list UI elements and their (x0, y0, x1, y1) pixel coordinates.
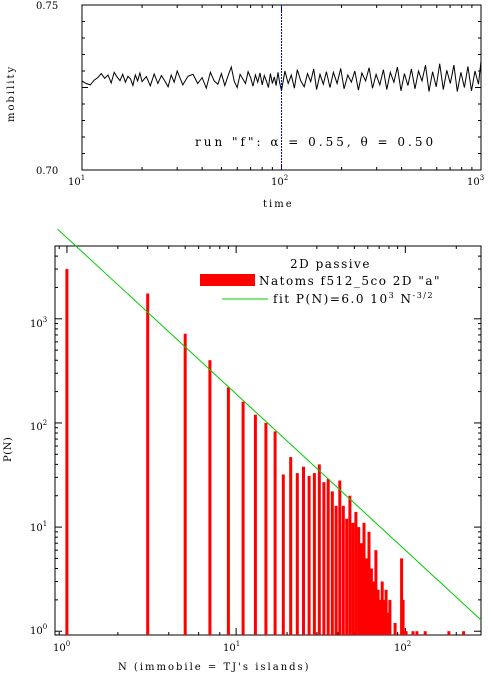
bottom-x-axis-label: N (immobile = TJ's islands) (118, 662, 311, 673)
bar (65, 269, 69, 635)
legend: 2D passive Natoms f512_5co 2D "a" fit P(… (200, 257, 441, 306)
bottom-ytick-label-3: 103 (30, 316, 47, 330)
bar (400, 558, 404, 635)
bottom-chart: 103 102 101 100 100 101 102 N (immobile … (3, 228, 482, 673)
bar (295, 473, 299, 635)
bar (338, 480, 342, 635)
bar (462, 631, 466, 635)
bar (359, 543, 363, 635)
bar (330, 491, 334, 635)
bar (183, 333, 187, 635)
bar (415, 631, 419, 635)
bar (423, 631, 427, 635)
bar (226, 387, 230, 635)
bottom-y-axis-label: P(N) (3, 437, 14, 462)
legend-fit-label: fit P(N)=6.0 103 N-3/2 (273, 291, 434, 306)
bottom-bars (65, 269, 466, 635)
bar (369, 568, 373, 635)
bar (281, 474, 285, 635)
bar (382, 599, 386, 635)
bar (341, 505, 345, 635)
top-series-line (81, 61, 482, 92)
bottom-xtick-label-0: 100 (53, 640, 70, 654)
bar (372, 581, 376, 635)
fit-line (57, 228, 482, 621)
bar (362, 522, 366, 635)
bar (376, 589, 380, 635)
bar (378, 599, 382, 635)
bar (374, 550, 378, 635)
legend-bar-label: Natoms f512_5co 2D "a" (259, 274, 441, 288)
bar (326, 478, 330, 635)
bottom-ytick-label-0: 100 (30, 623, 47, 637)
bottom-y-ticks (55, 245, 481, 632)
top-y-ticks (82, 4, 481, 171)
bar (312, 473, 316, 635)
bar (241, 401, 245, 635)
legend-bar-swatch (200, 274, 255, 286)
top-x-axis-label: time (263, 199, 294, 210)
bar (367, 531, 371, 635)
legend-title: 2D passive (290, 257, 371, 271)
bar (380, 581, 384, 635)
bar (357, 527, 361, 635)
bar (351, 522, 355, 635)
bottom-ytick-label-2: 102 (30, 419, 47, 433)
bar (348, 495, 352, 635)
top-xtick-label-2: 102 (271, 174, 288, 188)
bar (289, 457, 293, 635)
bar (393, 623, 397, 635)
top-ytick-label-high: 0.75 (36, 1, 58, 12)
bottom-xtick-label-2: 102 (394, 640, 411, 654)
bar (317, 464, 321, 635)
bar (404, 631, 408, 635)
top-ytick-label-low: 0.70 (36, 166, 58, 177)
bar (354, 511, 358, 635)
bar (388, 599, 392, 635)
top-y-axis-label: mobility (6, 65, 17, 122)
bar (208, 360, 212, 635)
bar (253, 414, 257, 635)
bottom-xtick-label-1: 101 (223, 640, 240, 654)
bar (401, 599, 405, 635)
bar (264, 422, 268, 635)
bar (146, 293, 150, 635)
bar (334, 505, 338, 635)
top-xtick-label-3: 103 (467, 174, 484, 188)
bar (447, 631, 451, 635)
bottom-ytick-label-1: 101 (30, 520, 47, 534)
bar (384, 589, 388, 635)
top-chart: 0.75 0.70 101 102 103 time mobility run … (6, 1, 484, 210)
bar (411, 631, 415, 635)
bottom-plot-frame (54, 245, 482, 636)
top-annotation: run "f": α = 0.55, θ = 0.50 (195, 135, 436, 149)
top-xtick-label-1: 101 (68, 174, 85, 188)
bar (322, 482, 326, 635)
bar (365, 558, 369, 635)
bar (386, 612, 390, 635)
bar (307, 475, 311, 635)
bar (273, 431, 277, 635)
bar (345, 518, 349, 635)
bar (302, 466, 305, 635)
